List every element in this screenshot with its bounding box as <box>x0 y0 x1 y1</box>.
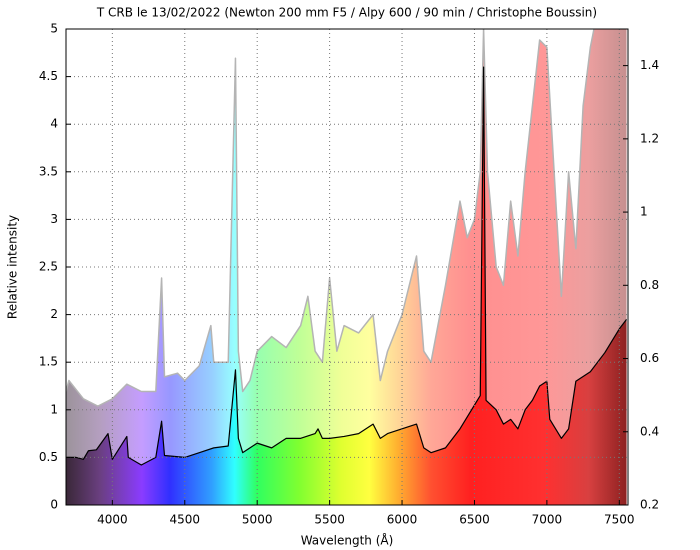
y2-tick-label: 1.4 <box>640 58 659 72</box>
y-tick-label: 3 <box>50 212 58 226</box>
spectrum-line <box>66 29 595 407</box>
y2-tick-label: 1.2 <box>640 131 659 145</box>
y2-tick-label: 1 <box>640 205 648 219</box>
x-tick-label: 5000 <box>242 513 273 527</box>
y2-tick-label: 0.8 <box>640 278 659 292</box>
spectrum-line <box>66 66 628 466</box>
y-tick-label: 1.5 <box>39 355 58 369</box>
y-tick-label: 0 <box>50 498 58 512</box>
y2-tick-label: 0.4 <box>640 424 659 438</box>
x-tick-label: 6500 <box>459 513 490 527</box>
spectrum-fill <box>66 67 627 505</box>
y-tick-label: 4.5 <box>39 69 58 83</box>
plot-area <box>66 29 628 505</box>
plot-frame <box>65 28 629 506</box>
y2-tick-label: 0.2 <box>640 498 659 512</box>
x-tick-label: 5500 <box>314 513 345 527</box>
y-tick-label: 2 <box>50 307 58 321</box>
y2-tick-label: 0.6 <box>640 351 659 365</box>
y-tick-label: 0.5 <box>39 450 58 464</box>
y-tick-label: 2.5 <box>39 260 58 274</box>
x-tick-label: 6000 <box>387 513 418 527</box>
x-tick-label: 7000 <box>532 513 563 527</box>
y-tick-label: 1 <box>50 402 58 416</box>
y-tick-label: 3.5 <box>39 164 58 178</box>
y-axis-label: Relative intensity <box>6 215 20 319</box>
x-tick-label: 4000 <box>97 513 128 527</box>
x-tick-label: 7500 <box>604 513 635 527</box>
x-tick-label: 4500 <box>169 513 200 527</box>
y-tick-label: 5 <box>50 22 58 36</box>
chart-title: T CRB le 13/02/2022 (Newton 200 mm F5 / … <box>96 6 597 20</box>
y-tick-label: 4 <box>50 117 58 131</box>
x-axis-label: Wavelength (Å) <box>301 533 394 548</box>
